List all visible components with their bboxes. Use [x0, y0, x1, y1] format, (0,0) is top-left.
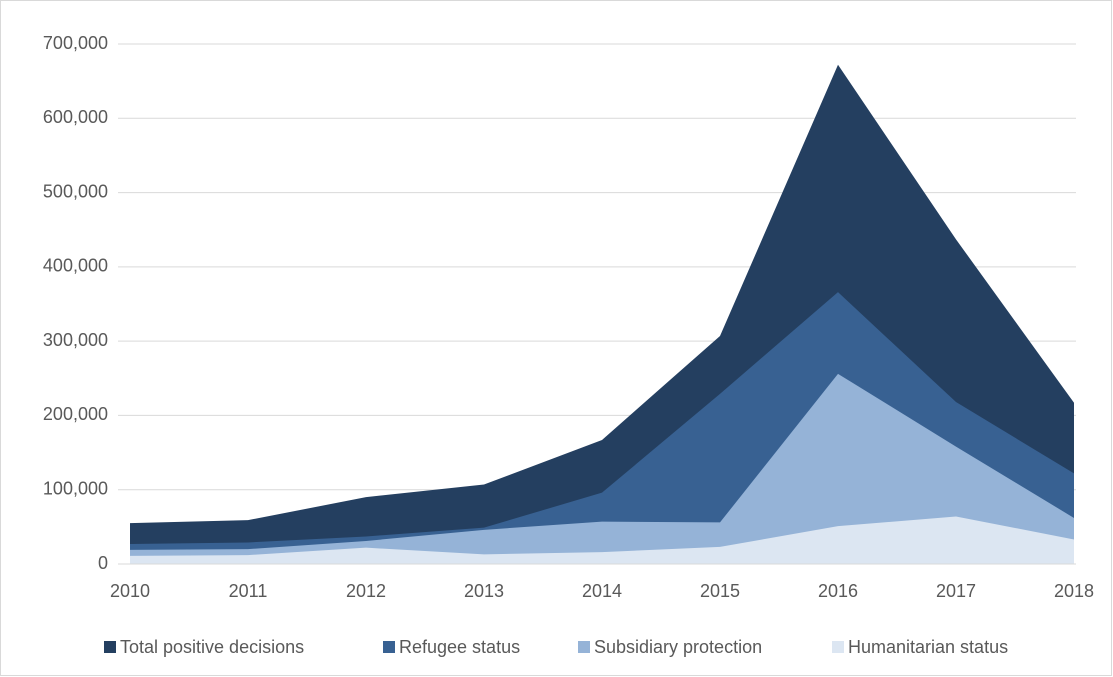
legend-swatch: [578, 641, 590, 653]
legend-swatch: [383, 641, 395, 653]
x-tick-label: 2018: [1054, 581, 1094, 601]
y-tick-label: 200,000: [43, 404, 108, 424]
legend-swatch: [832, 641, 844, 653]
x-tick-label: 2013: [464, 581, 504, 601]
y-tick-label: 300,000: [43, 330, 108, 350]
x-tick-label: 2012: [346, 581, 386, 601]
y-tick-label: 600,000: [43, 107, 108, 127]
x-tick-label: 2010: [110, 581, 150, 601]
legend-label: Humanitarian status: [848, 637, 1008, 657]
area: [130, 373, 1074, 564]
x-tick-label: 2014: [582, 581, 622, 601]
area: [130, 516, 1074, 564]
y-tick-label: 100,000: [43, 478, 108, 498]
legend-label: Refugee status: [399, 637, 520, 657]
legend-label: Total positive decisions: [120, 637, 304, 657]
y-tick-label: 500,000: [43, 181, 108, 201]
y-tick-label: 700,000: [43, 33, 108, 53]
x-tick-label: 2015: [700, 581, 740, 601]
x-tick-label: 2016: [818, 581, 858, 601]
y-tick-label: 0: [98, 553, 108, 573]
legend-label: Subsidiary protection: [594, 637, 762, 657]
x-tick-label: 2011: [229, 581, 268, 601]
x-tick-label: 2017: [936, 581, 976, 601]
legend-swatch: [104, 641, 116, 653]
y-tick-label: 400,000: [43, 256, 108, 276]
